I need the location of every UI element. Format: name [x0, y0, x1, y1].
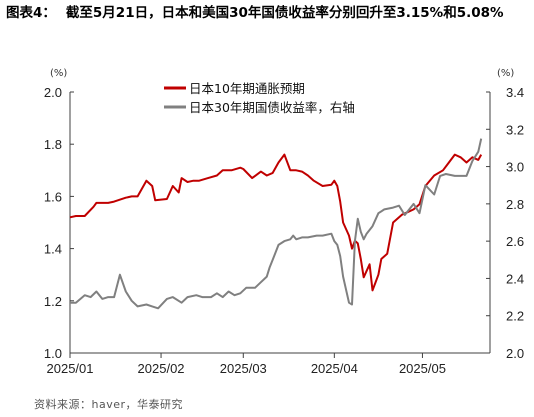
figure-label: 图表4：: [6, 5, 56, 21]
left-y-axis: (%) 1.0 1.2 1.4 1.6 1.8 2.0: [44, 68, 74, 361]
left-tick-label: 1.2: [44, 294, 62, 309]
right-tick-label: 2.6: [506, 234, 524, 249]
x-tick-label: 2025/02: [138, 361, 185, 376]
right-y-axis: (%) 2.0 2.2 2.4 2.6 2.8 3.0 3.2 3.4: [486, 68, 524, 361]
right-unit-label: (%): [497, 68, 514, 79]
x-tick-label: 2025/03: [220, 361, 267, 376]
right-tick-label: 2.0: [506, 346, 524, 361]
right-tick-label: 2.2: [506, 309, 524, 324]
legend-label-1: 日本10年期通胀预期: [189, 81, 305, 96]
series-layer: [69, 138, 483, 310]
left-tick-label: 1.6: [44, 189, 62, 204]
right-tick-label: 3.2: [506, 122, 524, 137]
figure-title-text: 截至5月21日，日本和美国30年国债收益率分别回升至3.15%和5.08%: [65, 5, 504, 21]
left-tick-label: 1.0: [44, 346, 62, 361]
x-tick-label: 2025/01: [47, 361, 94, 376]
source-note: 资料来源：haver，华泰研究: [34, 398, 184, 411]
left-unit-label: (%): [50, 68, 67, 79]
right-tick-label: 2.8: [506, 197, 524, 212]
series-line-1: [69, 153, 483, 292]
figure-title: 图表4： 截至5月21日，日本和美国30年国债收益率分别回升至3.15%和5.08…: [6, 2, 528, 25]
right-tick-label: 2.4: [506, 271, 524, 286]
series-line-2: [70, 138, 483, 310]
legend-label-2: 日本30年期国债收益率，右轴: [189, 100, 355, 115]
x-tick-label: 2025/05: [399, 361, 446, 376]
x-tick-label: 2025/04: [311, 361, 358, 376]
left-tick-label: 1.4: [44, 242, 62, 257]
left-tick-label: 1.8: [44, 137, 62, 152]
right-tick-label: 3.4: [506, 85, 524, 100]
x-axis: 2025/01 2025/02 2025/03 2025/04 2025/05: [47, 352, 490, 376]
left-tick-label: 2.0: [44, 85, 62, 100]
right-tick-label: 3.0: [506, 160, 524, 175]
